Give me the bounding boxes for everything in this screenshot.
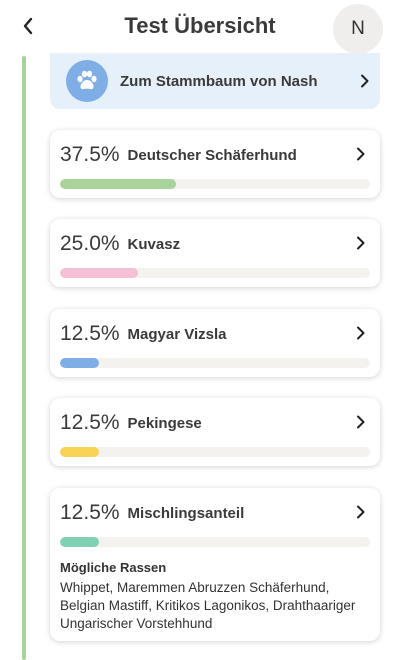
breed-card-pekingese[interactable]: 12.5% Pekingese [50,398,380,466]
breed-bar-fill [60,179,177,189]
breed-name: Magyar Vizsla [127,325,227,343]
paw-icon [66,60,108,102]
breed-percent: 12.5% [60,411,120,434]
possible-breeds-title: Mögliche Rassen [60,560,167,575]
breed-bar-track [60,447,370,457]
chevron-right-icon [354,323,368,343]
breed-bar-fill [60,358,99,368]
breed-bar-fill [60,268,138,278]
breed-name: Deutscher Schäferhund [127,146,297,164]
pedigree-label: Zum Stammbaum von Nash [120,72,318,90]
breed-name: Mischlingsanteil [127,504,245,522]
breed-name: Kuvasz [127,235,181,253]
breed-bar-track [60,537,370,547]
breed-percent: 25.0% [60,232,120,255]
possible-breeds: Mögliche Rassen Whippet, Maremmen Abruzz… [60,560,370,633]
breed-card-magyar-vizsla[interactable]: 12.5% Magyar Vizsla [50,309,380,377]
breed-bar-track [60,268,370,278]
breed-card-kuvasz[interactable]: 25.0% Kuvasz [50,219,380,287]
chevron-right-icon [354,502,368,522]
breed-card-deutscher-schaeferhund[interactable]: 37.5% Deutscher Schäferhund [50,130,380,198]
possible-breeds-list: Whippet, Maremmen Abruzzen Schäferhund, … [60,580,356,631]
breed-percent: 12.5% [60,501,120,524]
breed-name: Pekingese [127,414,202,432]
breed-bar-fill [60,537,99,547]
top-bar: Test Übersicht N [0,0,400,54]
avatar[interactable]: N [333,4,383,54]
breed-card-mischlingsanteil[interactable]: 12.5% Mischlingsanteil Mögliche Rassen W… [50,488,380,641]
back-button[interactable] [14,12,42,40]
chevron-left-icon [23,17,33,35]
chevron-right-icon [354,144,368,164]
breed-bar-track [60,179,370,189]
page-title: Test Übersicht [124,13,276,38]
chevron-right-icon [354,412,368,432]
timeline-line [22,56,26,660]
pedigree-link[interactable]: Zum Stammbaum von Nash [50,53,380,109]
chevron-right-icon [350,74,380,88]
breed-bar-fill [60,447,99,457]
breed-percent: 37.5% [60,143,120,166]
breed-bar-track [60,358,370,368]
chevron-right-icon [354,233,368,253]
breed-percent: 12.5% [60,322,120,345]
